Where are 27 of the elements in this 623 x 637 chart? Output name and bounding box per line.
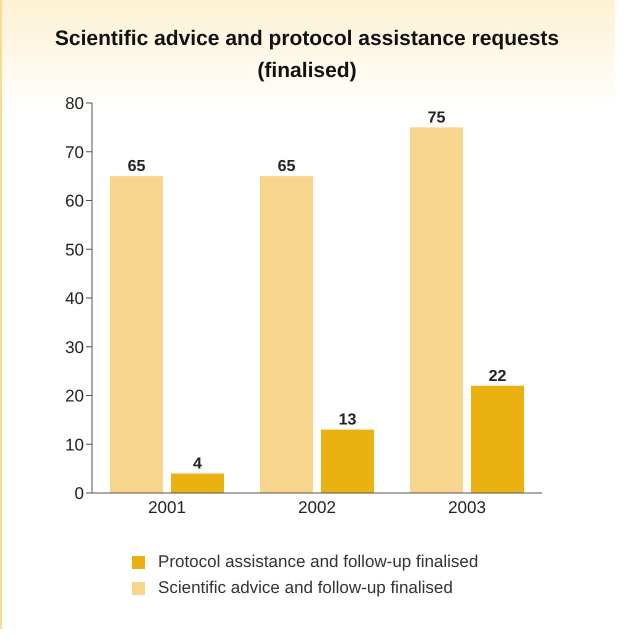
y-tick-label: 60 (65, 192, 84, 211)
y-tick-label: 30 (65, 338, 84, 357)
data-label: 22 (488, 368, 506, 385)
bar (110, 176, 163, 493)
x-tick-label: 2003 (448, 498, 486, 518)
data-label: 4 (193, 456, 202, 472)
y-tick-label: 80 (65, 94, 84, 114)
bar (321, 430, 374, 493)
data-label: 65 (278, 158, 296, 176)
y-tick-label: 70 (65, 142, 84, 162)
y-tick-label: 40 (65, 289, 84, 308)
y-tick-label: 50 (65, 240, 84, 260)
y-tick-label: 10 (65, 435, 84, 454)
data-label: 75 (428, 109, 446, 126)
bar (171, 474, 224, 493)
chart-title: Scientific advice and protocol assistance requests (finalised) (54, 26, 560, 84)
x-tick-label: 2001 (148, 498, 186, 518)
bar (410, 127, 463, 493)
legend-label: Scientific advice and follow-up finalised (158, 578, 453, 598)
x-tick-label: 2002 (298, 498, 336, 518)
y-tick-label: 20 (65, 386, 84, 406)
y-tick-label: 0 (74, 484, 84, 504)
data-label: 65 (128, 158, 146, 176)
bar (260, 176, 313, 493)
bar (471, 386, 524, 493)
legend-label: Protocol assistance and follow-up finalised (158, 552, 478, 572)
data-label: 13 (338, 412, 356, 429)
